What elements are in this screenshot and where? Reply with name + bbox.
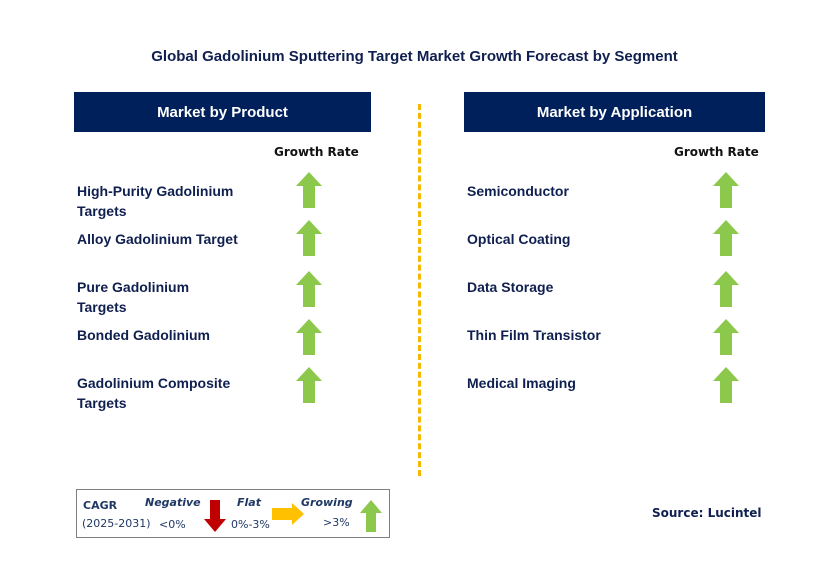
product-item: Pure Gadolinium Targets	[77, 279, 190, 315]
growing-arrow-icon	[360, 500, 382, 532]
flat-arrow-icon	[272, 503, 304, 525]
growing-arrow-icon	[296, 172, 322, 208]
growing-arrow-icon	[296, 271, 322, 307]
application-item: Medical Imaging	[467, 375, 576, 391]
application-item: Data Storage	[467, 279, 554, 295]
product-item: Gadolinium Composite Targets	[77, 375, 231, 411]
legend-flat-range: 0%-3%	[231, 518, 270, 531]
legend-period: (2025-2031)	[82, 517, 151, 530]
product-growth-label: Growth Rate	[274, 145, 359, 159]
growing-arrow-icon	[296, 220, 322, 256]
growing-arrow-icon	[713, 172, 739, 208]
legend: CAGR (2025-2031) Negative <0% Flat 0%-3%…	[76, 489, 390, 538]
page-title: Global Gadolinium Sputtering Target Mark…	[151, 48, 678, 65]
growing-arrow-icon	[713, 367, 739, 403]
growing-arrow-icon	[713, 271, 739, 307]
legend-growing: Growing	[301, 496, 353, 509]
source-label: Source: Lucintel	[652, 506, 762, 520]
application-header: Market by Application	[464, 92, 765, 132]
product-item: Alloy Gadolinium Target	[77, 231, 238, 247]
product-item: High-Purity Gadolinium Targets	[77, 183, 234, 219]
growing-arrow-icon	[713, 319, 739, 355]
growing-arrow-icon	[713, 220, 739, 256]
growing-arrow-icon	[296, 367, 322, 403]
legend-negative: Negative	[145, 496, 201, 509]
growing-arrow-icon	[296, 319, 322, 355]
negative-arrow-icon	[204, 500, 226, 532]
legend-flat: Flat	[237, 496, 261, 509]
legend-cagr: CAGR	[83, 499, 118, 512]
legend-negative-range: <0%	[159, 518, 186, 531]
product-header: Market by Product	[74, 92, 371, 132]
application-item: Thin Film Transistor	[467, 327, 601, 343]
divider	[418, 104, 421, 476]
application-item: Optical Coating	[467, 231, 571, 247]
application-item: Semiconductor	[467, 183, 569, 199]
application-growth-label: Growth Rate	[674, 145, 759, 159]
product-item: Bonded Gadolinium	[77, 327, 210, 343]
legend-growing-range: >3%	[323, 516, 350, 529]
